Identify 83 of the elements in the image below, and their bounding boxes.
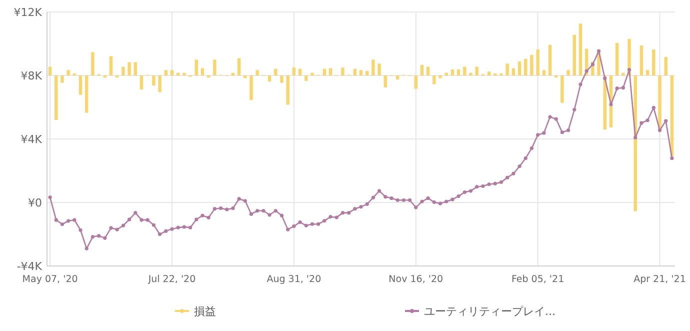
bar [91, 52, 94, 76]
x-tick-label: Feb 05, '21 [511, 274, 564, 285]
x-tick-label: Apr 21, '21 [634, 274, 686, 285]
bar [292, 68, 296, 76]
bar [237, 58, 241, 76]
bar [475, 66, 478, 76]
bar [140, 76, 144, 90]
bar [524, 58, 528, 76]
bar [548, 44, 552, 76]
bar [542, 70, 546, 76]
y-tick-label: ¥8K [20, 70, 43, 82]
bar [615, 42, 619, 76]
bar [359, 70, 363, 76]
bar [560, 76, 564, 103]
bar [158, 76, 162, 92]
bar [353, 68, 357, 76]
bar [518, 62, 522, 76]
x-tick-label: Nov 16, '20 [388, 274, 444, 285]
bar [341, 68, 344, 76]
y-tick-label: ¥0 [28, 196, 42, 210]
bar [396, 76, 400, 80]
bar [450, 69, 454, 76]
bar [78, 76, 82, 95]
bar [622, 72, 625, 76]
x-tick-label: May 07, '20 [22, 274, 78, 285]
bar [420, 64, 424, 76]
bar [134, 62, 138, 76]
bar [487, 72, 491, 76]
bar [530, 54, 534, 76]
bar [304, 76, 308, 81]
bar [200, 68, 204, 76]
bar [85, 76, 88, 113]
bar [652, 49, 656, 76]
bar [378, 64, 381, 76]
bar [414, 76, 418, 89]
bar [170, 70, 174, 76]
bar [572, 34, 576, 76]
bar [244, 76, 247, 78]
y-tick-label: -¥4K [16, 260, 43, 273]
bar [60, 76, 64, 83]
bar [365, 70, 369, 76]
bar [463, 66, 466, 76]
bar [322, 68, 326, 76]
bar [432, 76, 436, 84]
bar [280, 76, 284, 83]
y-tick-label: ¥12K [14, 6, 43, 19]
bar [54, 76, 58, 120]
x-tick-label: Aug 31, '20 [266, 274, 322, 285]
bar [664, 56, 668, 76]
legend-label: 損益 [194, 305, 216, 318]
bar [109, 56, 113, 76]
bar [310, 72, 314, 76]
bar [469, 72, 472, 76]
bar [213, 60, 216, 76]
bar [250, 76, 253, 100]
bar [384, 76, 387, 88]
bar [578, 24, 582, 76]
bar [512, 68, 516, 76]
bar [256, 70, 259, 76]
bar [506, 64, 509, 76]
bar [286, 76, 290, 105]
bar [122, 66, 125, 76]
bar [48, 66, 52, 76]
bar [128, 62, 131, 76]
bar [268, 76, 272, 82]
bar [298, 68, 302, 76]
bar [566, 70, 570, 76]
bar [194, 60, 198, 76]
bar [274, 68, 278, 76]
bar [456, 69, 460, 76]
x-tick-label: Jul 22, '20 [147, 274, 196, 285]
bar [426, 66, 430, 76]
y-tick-label: ¥4K [20, 133, 43, 146]
bar [646, 70, 650, 76]
bar [372, 60, 375, 76]
bar [640, 45, 644, 76]
bar [182, 72, 186, 76]
bar [328, 68, 332, 76]
bar [438, 76, 442, 78]
bar [164, 70, 168, 76]
bar [536, 49, 540, 76]
bar [66, 70, 70, 76]
bar [152, 76, 156, 86]
